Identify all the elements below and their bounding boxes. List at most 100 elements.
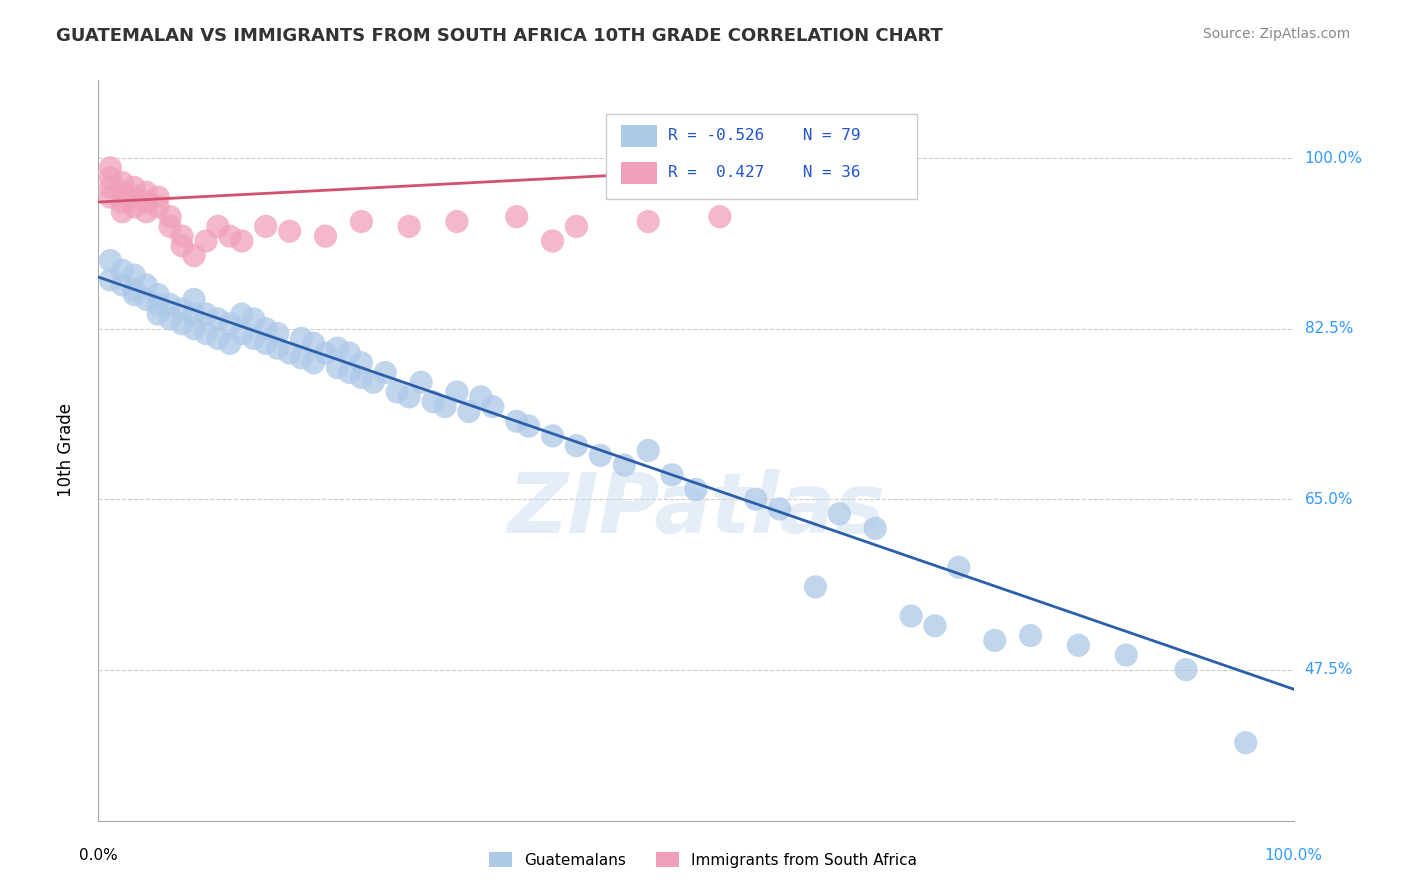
- Point: [924, 619, 946, 633]
- Point: [135, 186, 157, 200]
- Point: [589, 448, 612, 462]
- Point: [135, 277, 157, 292]
- Point: [254, 219, 277, 234]
- Point: [506, 210, 529, 224]
- FancyBboxPatch shape: [606, 113, 917, 199]
- Point: [172, 239, 194, 253]
- Point: [541, 429, 564, 443]
- Point: [98, 273, 122, 287]
- Point: [172, 302, 194, 317]
- Point: [111, 186, 134, 200]
- Point: [183, 321, 205, 335]
- Point: [98, 170, 122, 185]
- Point: [219, 336, 242, 351]
- Text: 100.0%: 100.0%: [1305, 151, 1362, 166]
- Point: [124, 200, 146, 214]
- Point: [231, 326, 253, 341]
- Point: [159, 312, 181, 326]
- Text: ZIPatlas: ZIPatlas: [508, 469, 884, 550]
- Text: GUATEMALAN VS IMMIGRANTS FROM SOUTH AFRICA 10TH GRADE CORRELATION CHART: GUATEMALAN VS IMMIGRANTS FROM SOUTH AFRI…: [56, 27, 943, 45]
- Text: 65.0%: 65.0%: [1305, 491, 1353, 507]
- Point: [517, 419, 540, 434]
- Point: [159, 210, 181, 224]
- Point: [148, 200, 170, 214]
- Point: [709, 210, 731, 224]
- Text: 100.0%: 100.0%: [1264, 848, 1323, 863]
- Point: [135, 204, 157, 219]
- Point: [124, 190, 146, 204]
- Point: [865, 521, 887, 535]
- Point: [613, 458, 636, 472]
- Point: [254, 336, 277, 351]
- Point: [98, 180, 122, 194]
- Point: [411, 376, 433, 390]
- Point: [446, 214, 468, 228]
- Point: [124, 268, 146, 282]
- Point: [124, 283, 146, 297]
- Point: [315, 346, 337, 360]
- Point: [98, 161, 122, 175]
- Text: Source: ZipAtlas.com: Source: ZipAtlas.com: [1202, 27, 1350, 41]
- Point: [98, 253, 122, 268]
- Point: [565, 219, 588, 234]
- Point: [183, 249, 205, 263]
- Point: [278, 346, 301, 360]
- Point: [506, 414, 529, 428]
- Point: [111, 204, 134, 219]
- Text: 82.5%: 82.5%: [1305, 321, 1353, 336]
- Point: [446, 384, 468, 399]
- Point: [124, 180, 146, 194]
- Point: [183, 293, 205, 307]
- Text: 47.5%: 47.5%: [1305, 662, 1353, 677]
- Point: [1019, 628, 1042, 642]
- Point: [219, 229, 242, 244]
- Point: [1067, 638, 1090, 652]
- Point: [900, 609, 922, 624]
- Point: [541, 234, 564, 248]
- Point: [111, 195, 134, 210]
- Point: [745, 492, 768, 507]
- Point: [243, 331, 266, 345]
- Point: [398, 390, 420, 404]
- Point: [828, 507, 851, 521]
- Point: [207, 312, 229, 326]
- Point: [661, 467, 683, 482]
- Point: [948, 560, 970, 574]
- Point: [207, 331, 229, 345]
- Point: [1234, 736, 1257, 750]
- Point: [219, 317, 242, 331]
- Point: [111, 277, 134, 292]
- Point: [350, 370, 373, 384]
- Point: [302, 336, 325, 351]
- Point: [434, 400, 457, 414]
- Point: [1175, 663, 1198, 677]
- Point: [195, 307, 218, 321]
- Point: [231, 307, 253, 321]
- Point: [804, 580, 827, 594]
- Point: [685, 483, 707, 497]
- Point: [385, 384, 409, 399]
- Point: [111, 176, 134, 190]
- Point: [637, 214, 659, 228]
- Point: [231, 234, 253, 248]
- Point: [98, 190, 122, 204]
- Point: [398, 219, 420, 234]
- Point: [422, 394, 444, 409]
- Point: [278, 224, 301, 238]
- Point: [243, 312, 266, 326]
- Text: 0.0%: 0.0%: [79, 848, 118, 863]
- Point: [172, 317, 194, 331]
- Point: [111, 263, 134, 277]
- Point: [315, 229, 337, 244]
- Point: [326, 360, 349, 375]
- Point: [470, 390, 492, 404]
- Point: [172, 229, 194, 244]
- Point: [124, 287, 146, 301]
- Y-axis label: 10th Grade: 10th Grade: [56, 403, 75, 498]
- Text: R =  0.427    N = 36: R = 0.427 N = 36: [668, 165, 860, 180]
- Point: [159, 219, 181, 234]
- Point: [1115, 648, 1137, 662]
- Point: [350, 214, 373, 228]
- Point: [637, 443, 659, 458]
- Point: [326, 341, 349, 355]
